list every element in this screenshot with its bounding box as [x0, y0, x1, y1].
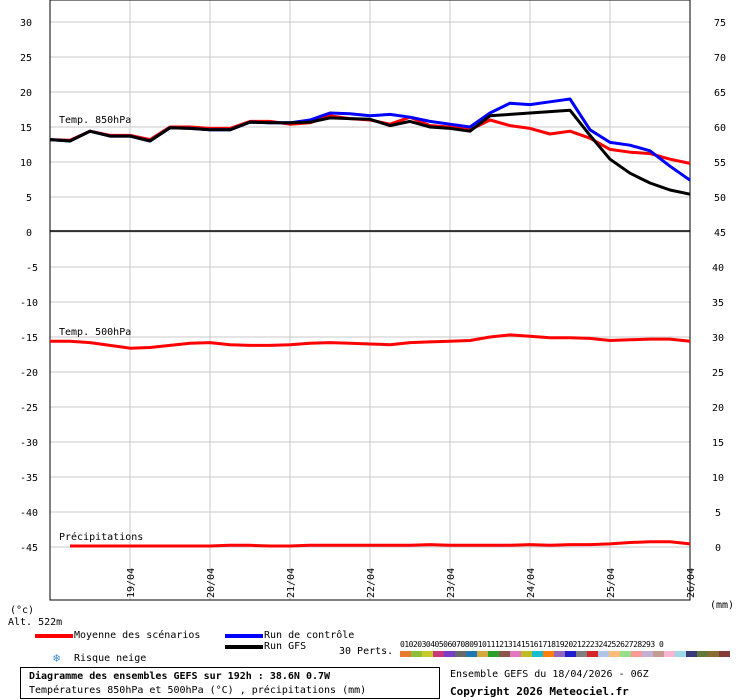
- pert-swatch: [653, 651, 664, 657]
- y-tick-label-left: -45: [20, 543, 38, 554]
- altitude-label: Alt. 522m: [8, 617, 63, 628]
- pert-swatch: [620, 651, 631, 657]
- pert-swatch: [576, 651, 587, 657]
- y-tick-label-left: 10: [20, 158, 32, 169]
- pert-swatch: [609, 651, 620, 657]
- series-line-precip: [70, 540, 691, 548]
- y-tick-label-left: 25: [20, 53, 32, 64]
- pert-swatch: [411, 651, 422, 657]
- y-tick-label-left: 15: [20, 123, 32, 134]
- y-tick-label-left: -40: [20, 508, 38, 519]
- y-tick-label-right: 60: [714, 123, 726, 134]
- y-tick-label-right: 35: [712, 298, 724, 309]
- legend-mean-swatch: [35, 634, 73, 638]
- date-tick-label: 25/04: [606, 568, 617, 598]
- panel-title-precip: Précipitations: [59, 531, 143, 543]
- snowflake-icon: ❄: [53, 651, 61, 665]
- date-tick-label: 24/04: [526, 568, 537, 598]
- legend-control-swatch: [225, 634, 263, 638]
- y-tick-label-left: -20: [20, 368, 38, 379]
- y-tick-label-right: 65: [714, 88, 726, 99]
- pert-swatch: [686, 651, 697, 657]
- pert-swatch: [532, 651, 543, 657]
- y-tick-label-left: 30: [20, 18, 32, 29]
- pert-swatch: [521, 651, 532, 657]
- legend-gfs-label: Run GFS: [264, 641, 307, 652]
- y-tick-label-right: 5: [715, 508, 721, 519]
- date-tick-label: 20/04: [206, 568, 217, 598]
- panel-title-temp500: Temp. 500hPa: [59, 327, 131, 338]
- pert-swatch: [719, 651, 730, 657]
- legend-control-label: Run de contrôle: [264, 630, 355, 641]
- y-tick-label-right: 10: [712, 473, 724, 484]
- pert-swatch: [455, 651, 466, 657]
- y-tick-label-left: -25: [20, 403, 38, 414]
- pert-swatch: [664, 651, 675, 657]
- y-tick-label-left: 5: [26, 193, 32, 204]
- y-tick-label-right: 70: [714, 53, 726, 64]
- title-box: Diagramme des ensembles GEFS sur 192h : …: [20, 667, 440, 699]
- y-tick-label-right: 75: [714, 18, 726, 29]
- y-tick-label-right: 40: [712, 263, 724, 274]
- date-tick-label: 21/04: [286, 568, 297, 598]
- y-tick-label-left: 0: [26, 228, 32, 239]
- pert-swatch: [499, 651, 510, 657]
- pert-swatch: [477, 651, 488, 657]
- plot-frame: [49, 0, 691, 601]
- pert-swatch: [565, 651, 576, 657]
- y-tick-label-left: -5: [26, 263, 38, 274]
- pert-swatch: [675, 651, 686, 657]
- series-line-temp850: [49, 108, 691, 196]
- pert-swatch: [708, 651, 719, 657]
- y-tick-label-right: 30: [712, 333, 724, 344]
- y-tick-label-left: -35: [20, 473, 38, 484]
- pert-swatch: [422, 651, 433, 657]
- perts-numbers: 0102030405060708091011121314151617181920…: [400, 640, 664, 649]
- date-tick-label: 26/04: [686, 568, 697, 598]
- y-tick-label-right: 55: [714, 158, 726, 169]
- y-tick-label-right: 45: [714, 228, 726, 239]
- y-tick-label-right: 0: [715, 543, 721, 554]
- series-line-temp500: [50, 333, 691, 350]
- y-tick-label-left: -15: [20, 333, 38, 344]
- legend-gfs-swatch: [225, 645, 263, 649]
- date-tick-label: 19/04: [126, 568, 137, 598]
- pert-swatch: [631, 651, 642, 657]
- legend-mean-label: Moyenne des scénarios: [74, 630, 201, 641]
- pert-swatch: [543, 651, 554, 657]
- run-info: Ensemble GEFS du 18/04/2026 - 06Z: [450, 669, 649, 680]
- y-tick-label-left: -10: [20, 298, 38, 309]
- panel-title-temp850: Temp. 850hPa: [59, 115, 131, 126]
- pert-swatch: [554, 651, 565, 657]
- date-tick-label: 22/04: [366, 568, 377, 598]
- legend-snow-label: Risque neige: [74, 653, 147, 664]
- chart-subtitle: Températures 850hPa et 500hPa (°C) , pré…: [29, 685, 367, 696]
- y-tick-label-right: 25: [712, 368, 724, 379]
- chart-title: Diagramme des ensembles GEFS sur 192h : …: [29, 671, 331, 682]
- y-tick-label-right: 20: [712, 403, 724, 414]
- pert-swatch: [444, 651, 455, 657]
- y-tick-label-right: 15: [712, 438, 724, 449]
- pert-swatch: [488, 651, 499, 657]
- pert-swatch: [466, 651, 477, 657]
- copyright: Copyright 2026 Meteociel.fr: [450, 685, 629, 698]
- pert-swatch: [587, 651, 598, 657]
- pert-swatch: [598, 651, 609, 657]
- y-tick-label-left: 20: [20, 88, 32, 99]
- pert-swatch: [400, 651, 411, 657]
- unit-left-label: (°c): [10, 605, 35, 616]
- pert-swatch: [510, 651, 521, 657]
- pert-swatch: [642, 651, 653, 657]
- date-tick-label: 23/04: [446, 568, 457, 598]
- unit-right-label: (mm): [710, 600, 735, 611]
- pert-swatch: [697, 651, 708, 657]
- pert-swatch: [433, 651, 444, 657]
- perts-color-swatches: [400, 651, 730, 657]
- y-tick-label-right: 50: [714, 193, 726, 204]
- perts-label: 30 Perts.: [339, 646, 394, 657]
- y-tick-label-left: -30: [20, 438, 38, 449]
